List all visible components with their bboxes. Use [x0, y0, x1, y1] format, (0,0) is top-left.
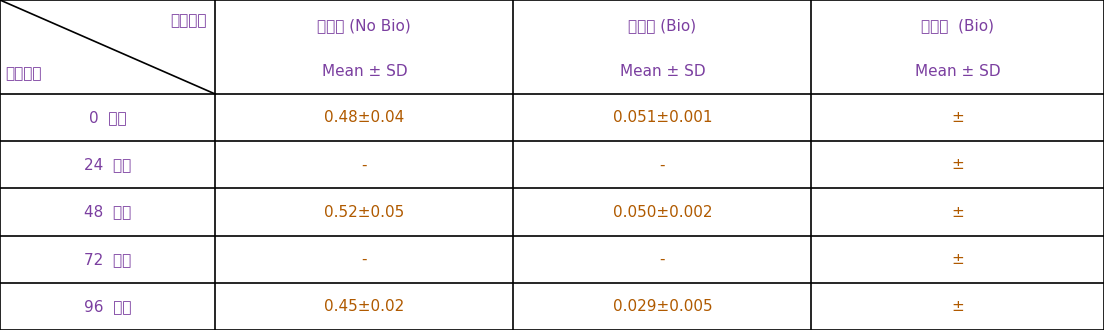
Text: 지수식 (No Bio): 지수식 (No Bio)	[318, 18, 411, 33]
Text: 0.48±0.04: 0.48±0.04	[325, 110, 404, 125]
Text: 0.050±0.002: 0.050±0.002	[613, 205, 712, 219]
Text: 지수식 (Bio): 지수식 (Bio)	[628, 18, 697, 33]
Text: Mean ± SD: Mean ± SD	[915, 64, 1000, 79]
Text: ±: ±	[952, 157, 964, 172]
Text: 0.051±0.001: 0.051±0.001	[613, 110, 712, 125]
Text: 0.029±0.005: 0.029±0.005	[613, 299, 712, 314]
Text: 72  시간: 72 시간	[84, 252, 131, 267]
Text: -: -	[362, 157, 367, 172]
Text: Mean ± SD: Mean ± SD	[321, 64, 407, 79]
Text: Mean ± SD: Mean ± SD	[619, 64, 705, 79]
Text: ±: ±	[952, 205, 964, 219]
Text: 0.45±0.02: 0.45±0.02	[325, 299, 404, 314]
Text: ±: ±	[952, 299, 964, 314]
Text: -: -	[362, 252, 367, 267]
Text: 유수식  (Bio): 유수식 (Bio)	[921, 18, 995, 33]
Text: 0.52±0.05: 0.52±0.05	[325, 205, 404, 219]
Text: -: -	[660, 252, 665, 267]
Text: ±: ±	[952, 252, 964, 267]
Text: 경과시간: 경과시간	[6, 66, 42, 81]
Text: 24  시간: 24 시간	[84, 157, 131, 172]
Text: -: -	[660, 157, 665, 172]
Text: 0  시간: 0 시간	[88, 110, 127, 125]
Text: 96  시간: 96 시간	[84, 299, 131, 314]
Text: 시험항목: 시험항목	[170, 13, 206, 28]
Text: ±: ±	[952, 110, 964, 125]
Text: 48  시간: 48 시간	[84, 205, 131, 219]
